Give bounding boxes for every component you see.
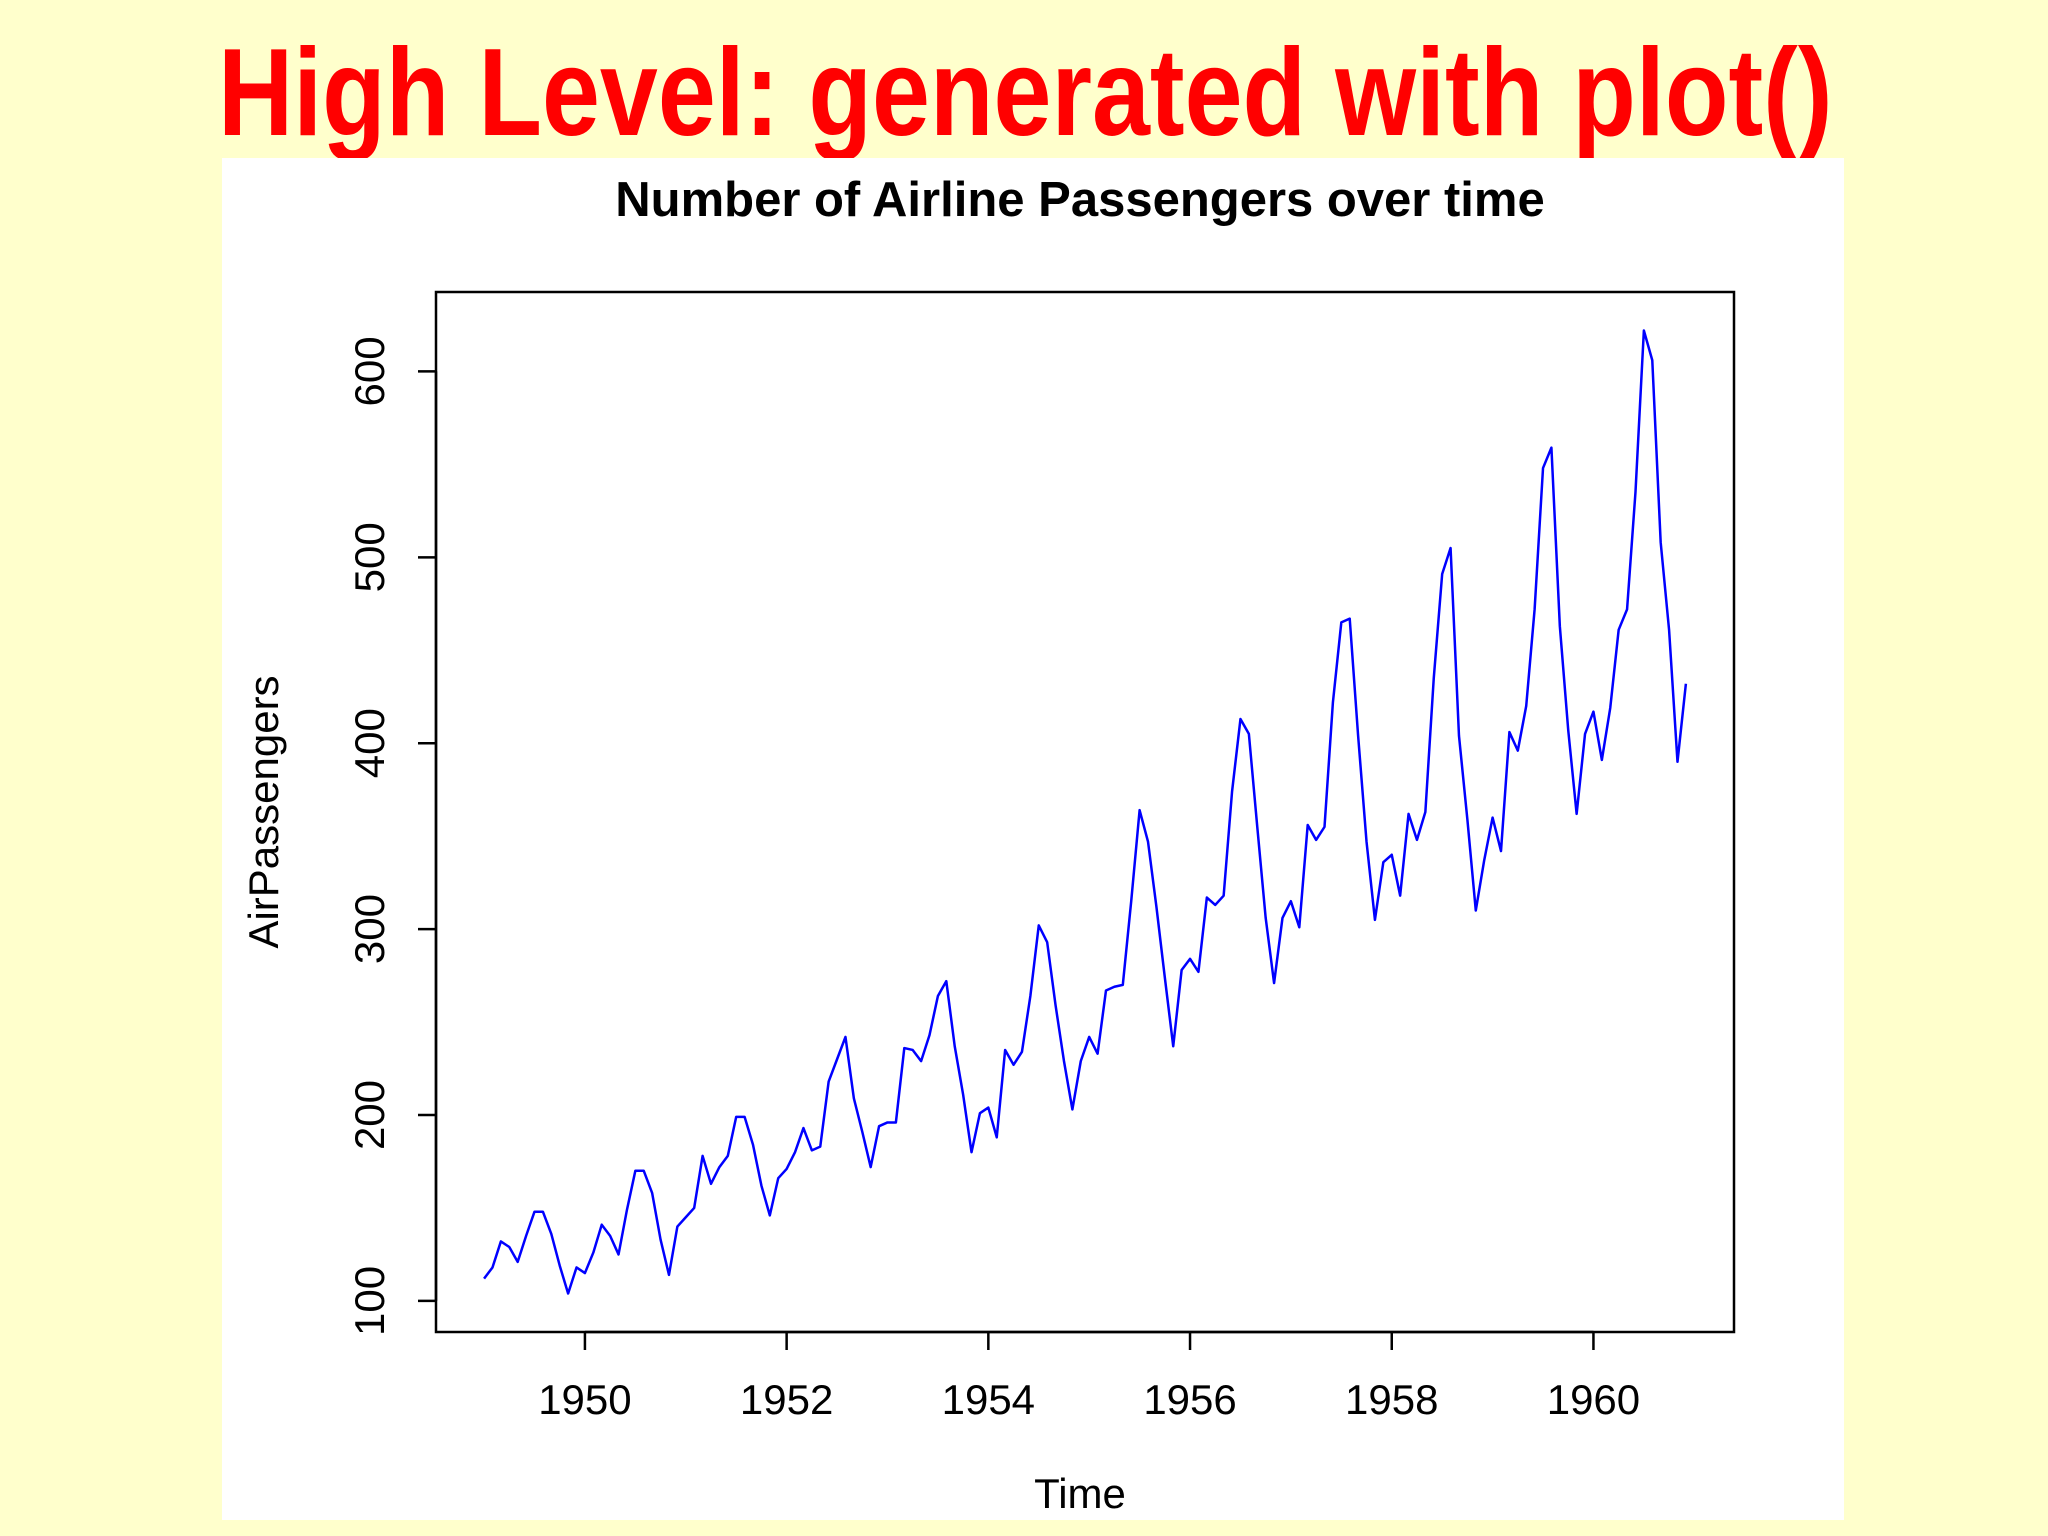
x-axis: 1950 1952 1954 1956 1958 1960 bbox=[538, 1330, 1640, 1423]
x-tick-label: 1958 bbox=[1345, 1376, 1438, 1423]
series-line-airpassengers bbox=[483, 329, 1688, 1295]
x-tick-label: 1954 bbox=[942, 1376, 1035, 1423]
x-axis-label: Time bbox=[1034, 1470, 1126, 1517]
x-tick-label: 1950 bbox=[538, 1376, 631, 1423]
y-tick-label: 500 bbox=[346, 522, 393, 592]
x-tick-label: 1952 bbox=[740, 1376, 833, 1423]
y-tick-label: 400 bbox=[346, 708, 393, 778]
y-axis-label: AirPassengers bbox=[240, 675, 287, 948]
plot-panel: Number of Airline Passengers over time 1… bbox=[222, 158, 1844, 1520]
slide-title: High Level: generated with plot() bbox=[218, 24, 1833, 162]
x-tick-label: 1960 bbox=[1547, 1376, 1640, 1423]
y-tick-label: 100 bbox=[346, 1266, 393, 1336]
y-tick-label: 600 bbox=[346, 336, 393, 406]
chart-title: Number of Airline Passengers over time bbox=[615, 173, 1545, 227]
y-axis: 100 200 300 400 500 600 bbox=[346, 336, 438, 1336]
plot-frame bbox=[434, 290, 1736, 1334]
x-tick-label: 1956 bbox=[1143, 1376, 1236, 1423]
y-tick-label: 200 bbox=[346, 1080, 393, 1150]
line-chart: Number of Airline Passengers over time 1… bbox=[240, 173, 1736, 1517]
y-tick-label: 300 bbox=[346, 894, 393, 964]
